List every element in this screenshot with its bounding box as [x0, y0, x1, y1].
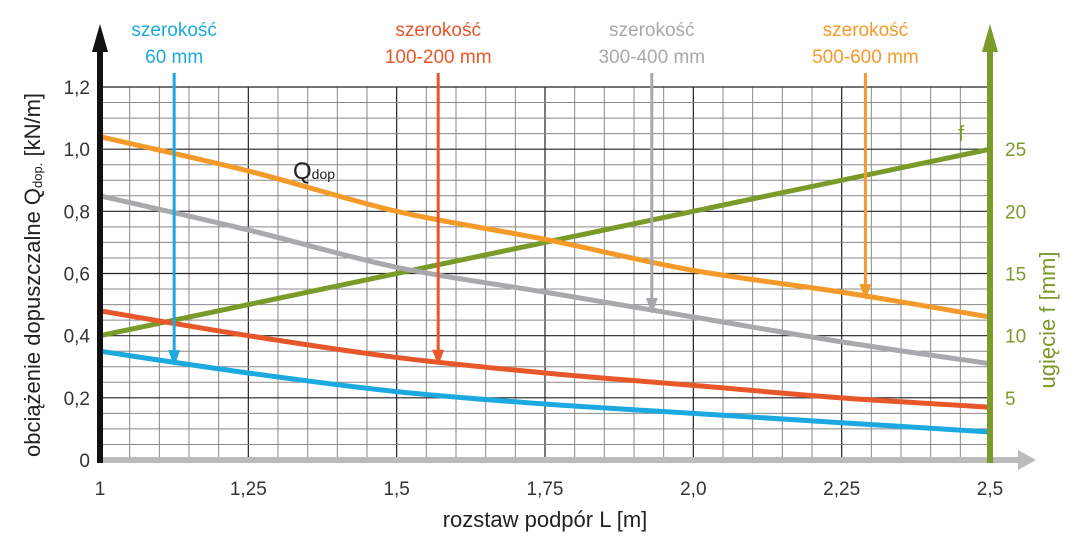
x-tick-label: 1 [95, 479, 106, 500]
series-label-line1-1: szerokość [395, 20, 481, 41]
x-tick-label: 1,25 [230, 479, 267, 500]
x-tick-label: 2,25 [823, 479, 860, 500]
y2-tick-label: 20 [1005, 202, 1026, 223]
x-tick-label: 2,0 [680, 479, 706, 500]
series-line-3 [99, 134, 991, 320]
x-tick-label: 2,5 [977, 479, 1003, 500]
labels: rozstaw podpór L [m] obciążenie dopuszcz… [20, 20, 1060, 532]
series-label-line1-2: szerokość [609, 20, 695, 41]
series-label-line2-3: 500-600 mm [812, 47, 919, 68]
series-label-line1-0: szerokość [131, 20, 217, 41]
f-label: f [958, 121, 965, 146]
y2-tick-label: 25 [1005, 140, 1026, 161]
arrow-head-2 [645, 298, 658, 315]
y-tick-label: 1,0 [64, 140, 90, 161]
series-line-1 [99, 308, 991, 410]
y2-tick-label: 15 [1005, 265, 1026, 286]
q-dop-label: Qdop [293, 158, 335, 185]
series-label-line1-3: szerokość [823, 20, 909, 41]
tick-labels: 1 1,25 1,5 1,75 2,0 2,25 2,500,20,40,60,81,01,… [64, 78, 1027, 500]
y2-axis-arrow-icon [982, 24, 998, 52]
x-tick-label: 1,5 [383, 479, 409, 500]
x-axis-arrow-icon [1018, 450, 1036, 470]
y-axis-arrow-icon [92, 24, 108, 52]
series-label-line2-1: 100-200 mm [385, 47, 492, 68]
y2-tick-label: 10 [1005, 327, 1026, 348]
series-label-line2-0: 60 mm [145, 47, 203, 68]
y-tick-label: 0,6 [64, 265, 90, 286]
width-arrows [168, 73, 872, 367]
y-tick-label: 0,4 [64, 327, 91, 348]
axes [92, 24, 1036, 470]
arrow-head-0 [168, 350, 181, 367]
y2-tick-label: 5 [1005, 389, 1016, 410]
series-line-0 [99, 348, 991, 435]
series-label-line2-2: 300-400 mm [598, 47, 705, 68]
y2-axis-title: ugięcie f [mm] [1035, 252, 1060, 389]
y-tick-label: 0,2 [64, 389, 90, 410]
grid [99, 86, 991, 461]
x-axis-title: rozstaw podpór L [m] [443, 507, 648, 532]
arrow-head-3 [859, 284, 872, 301]
x-tick-label: 1,75 [527, 479, 564, 500]
series-line-2 [99, 193, 991, 367]
y-tick-label: 1,2 [64, 78, 90, 99]
y-axis-title: obciążenie dopuszczalne Qdop. [kN/m] [20, 93, 45, 457]
y-tick-label: 0,8 [64, 202, 90, 223]
series-lines [97, 134, 993, 435]
deflection-line-f [97, 146, 993, 339]
y-tick-label: 0 [79, 451, 90, 472]
arrow-head-1 [432, 349, 445, 366]
